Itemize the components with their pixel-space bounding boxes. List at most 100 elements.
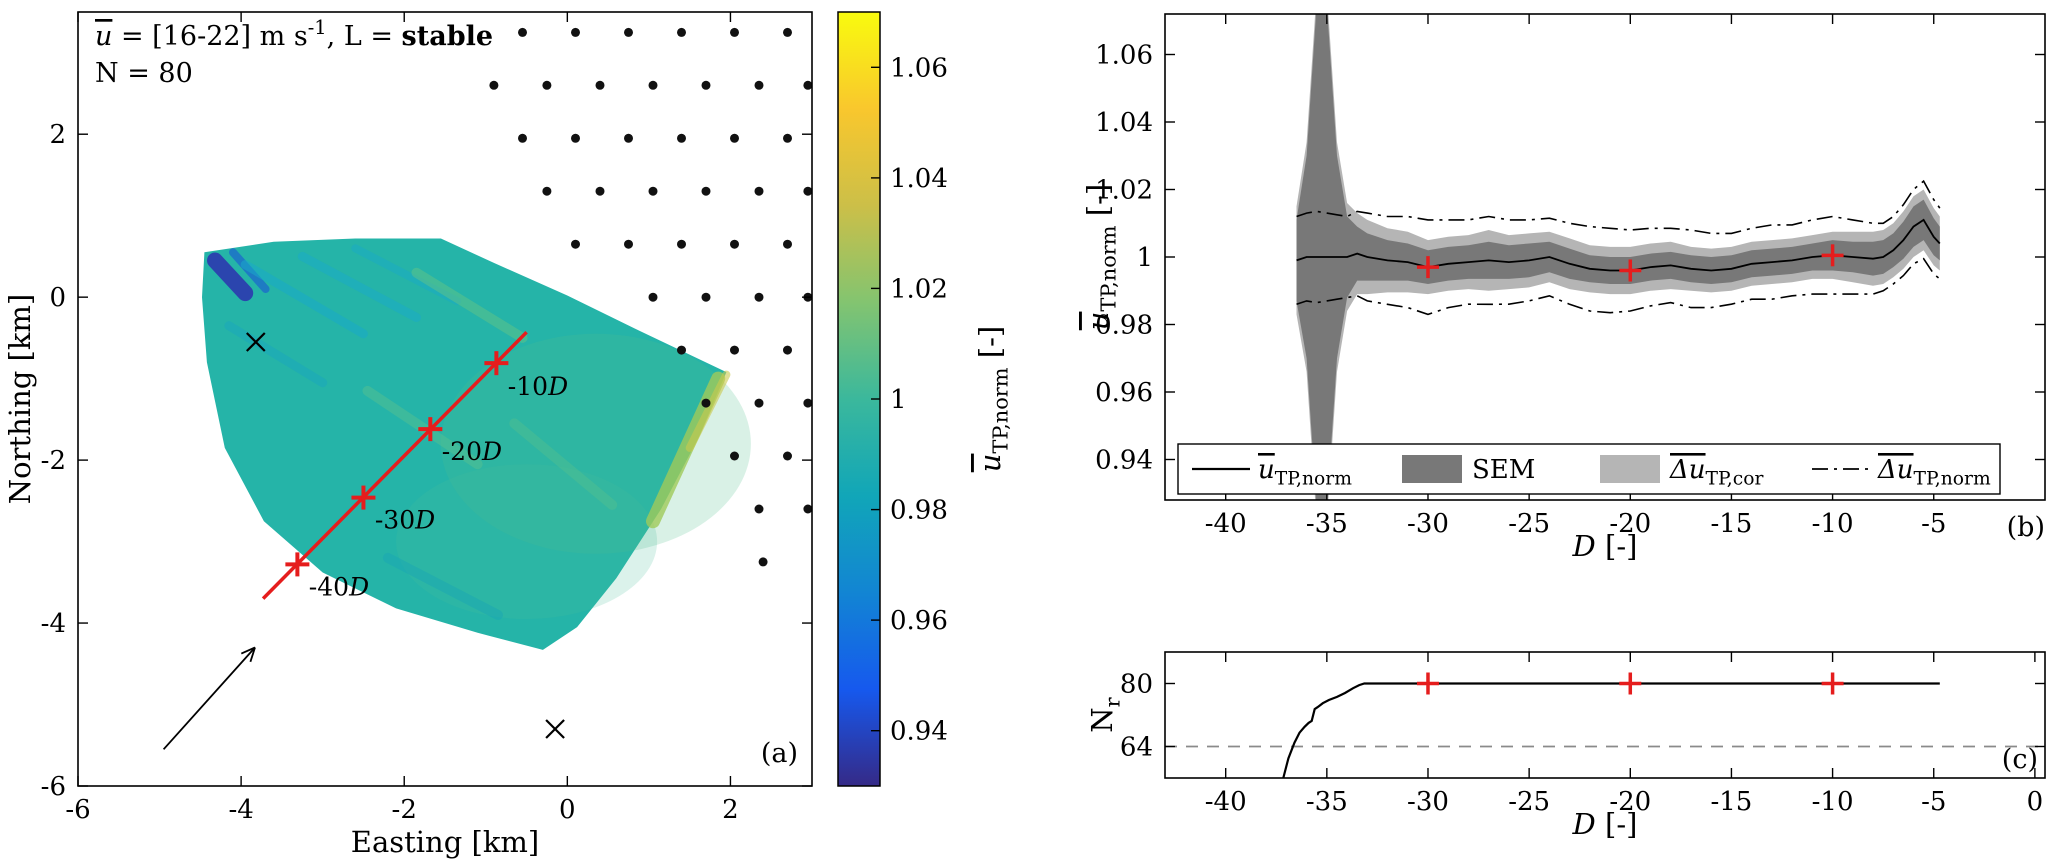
panel-b-xtick-label: -30: [1407, 509, 1449, 539]
text-segment: -10: [1812, 509, 1854, 539]
text-segment: 1.06: [890, 53, 948, 83]
panel-c-axes-box: [1164, 651, 2046, 779]
turbine-dot: [624, 27, 633, 37]
text-segment: TP,norm: [1096, 225, 1120, 311]
text-segment: -6: [65, 795, 90, 825]
northing-axis-label: Northing [km]: [3, 294, 37, 504]
text-segment: -20: [442, 437, 482, 466]
panel-b-label: (b): [2007, 512, 2045, 543]
turbine-dot: [730, 239, 739, 249]
text-segment: -30: [1407, 787, 1449, 817]
text-segment: [-]: [1596, 807, 1638, 841]
x-cross-marker: [545, 719, 565, 739]
turbine-dot: [730, 451, 739, 461]
text-segment: 1.02: [890, 274, 948, 304]
easting-axis-label: Easting [km]: [351, 825, 539, 859]
text-segment: u: [1081, 312, 1115, 331]
text-segment: 1.04: [1095, 108, 1153, 138]
panel-a-xtick-label: 0: [559, 795, 576, 825]
turbine-dot: [595, 186, 605, 196]
panel-c-ytick-label: 80: [1120, 670, 1153, 700]
colorbar-tick-label: 1.02: [890, 274, 948, 304]
text-segment: N = 80: [95, 58, 193, 89]
transect-plus-marker: [484, 351, 509, 376]
text-segment: 0: [559, 795, 576, 825]
text-segment: -40: [309, 572, 349, 601]
panel-c-xtick-label: -15: [1710, 787, 1752, 817]
turbine-dot: [571, 239, 580, 249]
turbine-dot: [542, 186, 552, 196]
legend-label-norm: ΔuTP,norm: [1877, 455, 1991, 490]
turbine-dot: [518, 27, 527, 37]
transect-plus-marker: [418, 417, 443, 442]
transect-plus-marker: [351, 485, 376, 510]
panel-c-xtick-label: -20: [1609, 787, 1651, 817]
text-segment: D: [1572, 529, 1596, 563]
turbine-dot: [754, 292, 764, 302]
turbine-dot: [730, 133, 739, 143]
text-segment: 80: [1120, 670, 1153, 700]
text-segment: -40: [1205, 787, 1247, 817]
wind-speed-wash: [440, 333, 751, 554]
legend-cor-patch: [1600, 455, 1660, 483]
panel-c-xtick-label: -5: [1921, 787, 1946, 817]
text-segment: -15: [1710, 787, 1752, 817]
turbine-dot: [701, 398, 711, 408]
turbine-dot: [648, 186, 658, 196]
text-segment: -6: [41, 772, 66, 802]
turbine-dot: [677, 345, 686, 355]
text-segment: -25: [1508, 509, 1550, 539]
wind-speed-streak: [509, 418, 618, 510]
panel-c-plus-marker: [1821, 672, 1844, 695]
panel-c-xtick-label: -25: [1508, 787, 1550, 817]
turbine-dot: [730, 27, 739, 37]
text-segment: -30: [1407, 509, 1449, 539]
arrow-head-stroke: [240, 646, 256, 655]
text-segment: -2: [392, 795, 417, 825]
colorbar-tick-label: 0.96: [890, 606, 948, 636]
turbine-dot: [783, 133, 792, 143]
distance-label: -30D: [375, 506, 435, 535]
text-segment: = [16-22] m s: [112, 21, 307, 52]
panel-b-xlabel: D [-]: [1572, 529, 1638, 563]
panel-c-xlabel: D [-]: [1572, 807, 1638, 841]
colorbar-tick-label: 1: [890, 385, 907, 415]
sem-band: [1296, 14, 1940, 500]
text-segment: (b): [2007, 512, 2045, 543]
turbine-dot: [701, 186, 711, 196]
text-segment: D: [1572, 807, 1596, 841]
text-segment: Δu: [1669, 455, 1706, 485]
colorbar-tick-label: 0.98: [890, 496, 948, 526]
panel-b-xtick-label: -25: [1508, 509, 1550, 539]
panel-c-xtick-label: -30: [1407, 787, 1449, 817]
panel-c-plot-area: [1165, 672, 2045, 778]
text-segment: -5: [1921, 509, 1946, 539]
panel-a-ytick-label: -2: [41, 446, 66, 476]
panel-a-xtick-label: -4: [228, 795, 253, 825]
wind-speed-streak: [411, 267, 528, 343]
text-segment: 1: [890, 385, 907, 415]
turbine-dot: [677, 27, 686, 37]
panel-b-plus-marker: [1821, 244, 1844, 267]
panel-b-plus-marker: [1619, 259, 1642, 282]
panel-b-ylabel: uTP,norm [-]: [1081, 184, 1120, 331]
arrow-shaft: [162, 646, 256, 750]
x-cross-marker: [246, 332, 266, 352]
wind-speed-streak: [240, 260, 368, 339]
wind-speed-streak: [224, 321, 328, 388]
turbine-dot: [489, 80, 499, 90]
text-segment: TP,cor: [1706, 469, 1764, 490]
text-segment: -5: [1921, 787, 1946, 817]
text-segment: (c): [2002, 744, 2038, 775]
turbine-dot: [571, 27, 580, 37]
text-segment: -15: [1710, 509, 1752, 539]
turbine-dot: [677, 239, 686, 249]
panel-c-plus-marker: [1619, 672, 1642, 695]
text-segment: Δu: [1877, 455, 1914, 485]
text-segment: r: [1100, 697, 1124, 707]
text-segment: -35: [1306, 509, 1348, 539]
transect-plus-marker: [285, 552, 310, 577]
colorbar-tick-label: 0.94: [890, 717, 948, 747]
